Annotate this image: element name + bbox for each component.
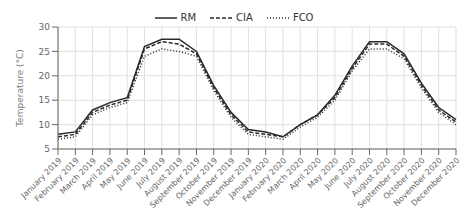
svg-text:January 2020: January 2020: [227, 156, 272, 201]
svg-text:February 2019: February 2019: [33, 156, 81, 204]
html-text:CIA: CIA: [236, 12, 253, 23]
svg-text:Temperature (°C): Temperature (°C): [15, 49, 25, 128]
svg-text:February 2020: February 2020: [240, 156, 289, 204]
svg-text:June 2020: June 2020: [322, 156, 358, 191]
svg-text:15: 15: [39, 95, 50, 105]
svg-text:5: 5: [44, 144, 50, 154]
svg-text:June 2019: June 2019: [115, 156, 150, 191]
svg-text:30: 30: [39, 22, 51, 32]
svg-text:April 2020: April 2020: [287, 156, 323, 192]
svg-text:August 2020: August 2020: [349, 156, 393, 199]
svg-text:December 2020: December 2020: [410, 156, 462, 208]
svg-text:August 2019: August 2019: [142, 156, 185, 199]
svg-text:October 2019: October 2019: [174, 156, 220, 202]
svg-text:April 2019: April 2019: [79, 156, 116, 192]
html-text:FCO: FCO: [292, 12, 314, 23]
svg-text:November 2020: November 2020: [392, 156, 445, 209]
svg-text:September 2020: September 2020: [355, 156, 410, 210]
svg-text:March 2020: March 2020: [265, 156, 306, 196]
svg-text:November 2019: November 2019: [184, 156, 237, 209]
svg-text:March 2019: March 2019: [58, 156, 98, 196]
svg-text:July 2020: July 2020: [342, 156, 375, 189]
svg-text:September 2019: September 2019: [148, 156, 202, 210]
svg-text:25: 25: [39, 47, 50, 57]
svg-text:20: 20: [39, 71, 51, 81]
svg-text:July 2019: July 2019: [134, 156, 168, 189]
svg-text:May 2019: May 2019: [98, 156, 133, 191]
svg-text:December 2019: December 2019: [201, 156, 254, 208]
svg-text:10: 10: [39, 120, 51, 130]
svg-text:October 2020: October 2020: [381, 156, 427, 202]
html-text:RM: RM: [180, 12, 197, 23]
svg-text:January 2019: January 2019: [19, 156, 64, 201]
svg-text:May 2020: May 2020: [306, 156, 341, 191]
